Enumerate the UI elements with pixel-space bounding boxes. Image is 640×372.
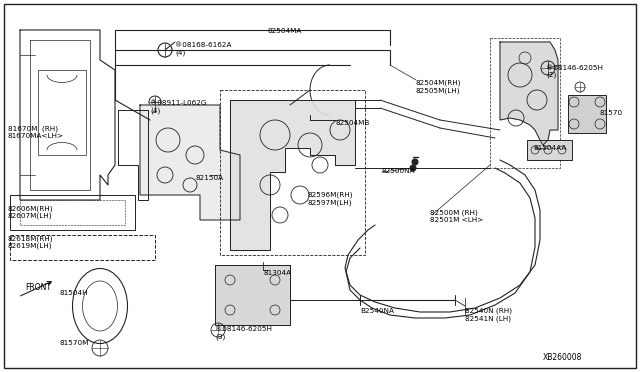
Text: ®08146-6205H
(2): ®08146-6205H (2) — [546, 65, 603, 78]
Polygon shape — [230, 100, 355, 250]
Bar — [10, 235, 155, 260]
Text: 81570M: 81570M — [60, 340, 90, 346]
Text: 81504H: 81504H — [60, 290, 88, 296]
Bar — [20, 200, 125, 225]
Bar — [527, 140, 572, 160]
Polygon shape — [140, 105, 240, 220]
Text: 82596M(RH)
82597M(LH): 82596M(RH) 82597M(LH) — [308, 192, 353, 206]
Text: 82504MB: 82504MB — [335, 120, 369, 126]
Text: ®08168-6162A
(4): ®08168-6162A (4) — [175, 42, 232, 55]
Bar — [215, 265, 290, 325]
Circle shape — [410, 165, 416, 171]
Circle shape — [412, 159, 418, 165]
Text: 82500M (RH)
82501M <LH>: 82500M (RH) 82501M <LH> — [430, 210, 483, 224]
Text: 81504AA: 81504AA — [533, 145, 566, 151]
Bar — [220, 90, 365, 255]
Text: 82540N (RH)
82541N (LH): 82540N (RH) 82541N (LH) — [465, 308, 512, 322]
Bar — [10, 195, 135, 230]
Text: 82504M(RH)
82505M(LH): 82504M(RH) 82505M(LH) — [416, 80, 461, 94]
Text: ®08911-L062G
(4): ®08911-L062G (4) — [150, 100, 207, 113]
Text: 82500NA: 82500NA — [382, 168, 415, 174]
Text: 82618M(RH)
82619M(LH): 82618M(RH) 82619M(LH) — [8, 235, 54, 249]
Text: 82150A: 82150A — [195, 175, 223, 181]
Text: 81304A: 81304A — [263, 270, 291, 276]
Polygon shape — [500, 42, 558, 145]
Text: 82504MA: 82504MA — [268, 28, 302, 34]
Bar — [215, 265, 290, 325]
Text: FRONT: FRONT — [25, 283, 51, 292]
Text: XB260008: XB260008 — [543, 353, 582, 362]
Bar — [568, 95, 606, 133]
Text: B2540NA: B2540NA — [360, 308, 394, 314]
Text: 82606M(RH)
82607M(LH): 82606M(RH) 82607M(LH) — [8, 205, 54, 219]
Text: ®08146-6205H
(3): ®08146-6205H (3) — [215, 326, 272, 340]
Bar — [490, 38, 560, 168]
Text: 81670M  (RH)
81670MA<LH>: 81670M (RH) 81670MA<LH> — [8, 125, 64, 138]
Bar — [38, 70, 86, 155]
Text: 81570: 81570 — [600, 110, 623, 116]
